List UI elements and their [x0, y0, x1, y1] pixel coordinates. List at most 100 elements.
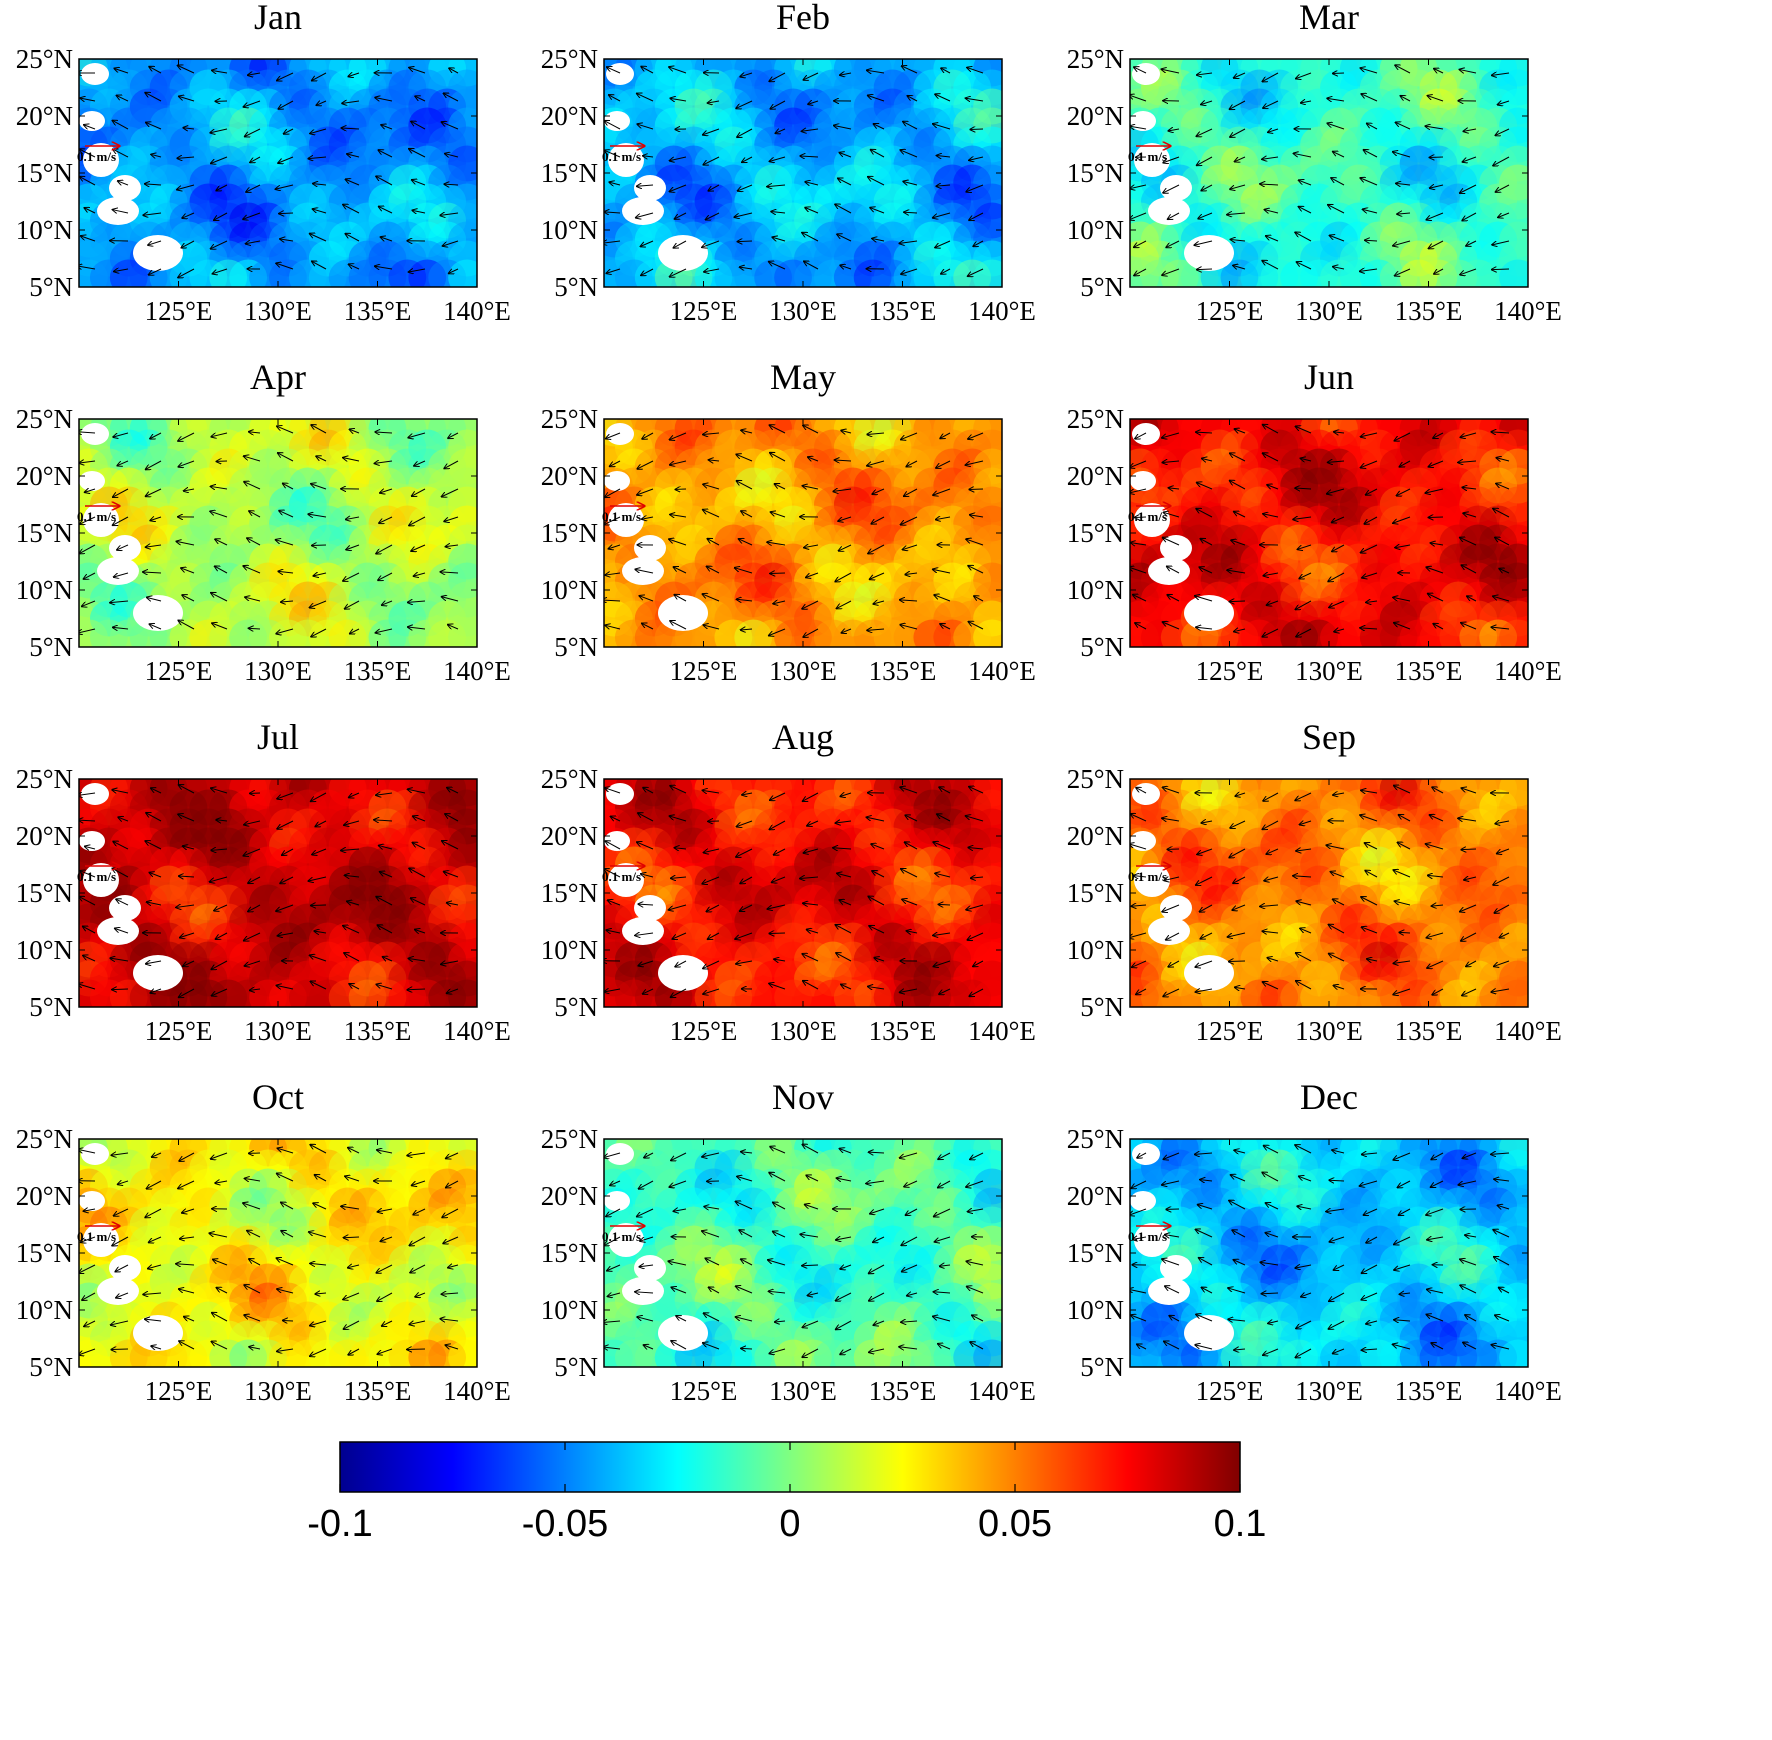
vector [1194, 240, 1213, 245]
vector [1492, 269, 1510, 270]
vector [1428, 96, 1444, 102]
y-tick-label: 5°N [29, 272, 73, 302]
panel-jul: Jul 0.1 m/s 5°N 10°N 15°N 20°N 25°N 125°E 130°E 1… [16, 717, 511, 1046]
land-mask [634, 1255, 666, 1281]
scale-label: 0.1 m/s [77, 509, 116, 524]
vector [210, 511, 228, 518]
land-mask [606, 1143, 634, 1165]
y-tick-label: 15°N [541, 1238, 598, 1268]
vector [935, 240, 951, 247]
vector [80, 177, 96, 186]
panel-title: Mar [1299, 0, 1359, 37]
y-tick-label: 10°N [1067, 935, 1124, 965]
y-tick-label: 25°N [541, 404, 598, 434]
vector [703, 433, 720, 434]
vector [770, 425, 786, 434]
land-mask [1148, 1277, 1190, 1305]
vector [1430, 157, 1444, 158]
vector [1327, 123, 1345, 130]
field-cell [448, 259, 477, 287]
vector [114, 68, 129, 74]
vector [805, 182, 819, 185]
vector [1260, 184, 1279, 185]
vector [178, 66, 195, 74]
vector [350, 628, 360, 634]
vector [143, 213, 162, 215]
y-tick-label: 25°N [16, 404, 73, 434]
vector [375, 432, 393, 433]
vector [210, 128, 228, 133]
vector [414, 573, 426, 576]
y-tick-label: 15°N [16, 518, 73, 548]
vector [84, 572, 96, 579]
x-tick-label: 125°E [1196, 296, 1264, 326]
x-tick-label: 135°E [1395, 1376, 1463, 1406]
vector [79, 432, 96, 433]
vector [112, 989, 129, 990]
vector [176, 541, 195, 546]
y-tick-label: 5°N [554, 992, 598, 1022]
y-tick-label: 25°N [1067, 404, 1124, 434]
vector [244, 100, 261, 107]
y-tick-label: 15°N [1067, 878, 1124, 908]
vector [642, 432, 654, 439]
x-tick-label: 140°E [1494, 296, 1562, 326]
vector [248, 73, 261, 75]
vector [1268, 129, 1279, 132]
vector [313, 573, 327, 576]
vector [149, 268, 162, 275]
y-tick-label: 20°N [1067, 101, 1124, 131]
vector [215, 539, 228, 546]
vector [276, 540, 294, 546]
vector [1198, 212, 1213, 219]
land-mask [81, 1143, 109, 1165]
vector [736, 100, 753, 108]
vector [670, 432, 687, 440]
land-mask [1132, 783, 1160, 805]
land-mask [1130, 471, 1156, 491]
vector [1197, 128, 1213, 136]
x-tick-label: 125°E [145, 296, 213, 326]
vector [968, 432, 984, 439]
vector [736, 454, 753, 462]
land-mask [97, 1277, 139, 1305]
land-mask [604, 111, 630, 131]
vector [113, 627, 129, 629]
scale-label: 0.1 m/s [77, 1229, 116, 1244]
anomaly-field [604, 779, 1002, 1007]
vector [117, 96, 129, 102]
panel-title: Dec [1300, 1077, 1358, 1117]
land-mask [1160, 1255, 1192, 1281]
land-mask [79, 471, 105, 491]
vector [906, 460, 918, 466]
vector [675, 212, 687, 219]
vector [937, 156, 951, 157]
x-tick-label: 125°E [1196, 1016, 1264, 1046]
panel-mar: Mar 0.1 m/s 5°N 10°N 15°N 20°N 25°N 125°E 130°E 1… [1067, 0, 1562, 326]
land-mask [622, 197, 664, 225]
vector [343, 458, 360, 461]
vector [769, 933, 786, 934]
vector [146, 545, 162, 547]
y-tick-label: 20°N [16, 821, 73, 851]
x-tick-label: 135°E [344, 1016, 412, 1046]
vector [283, 484, 294, 490]
vector [636, 212, 654, 218]
vector [316, 456, 327, 462]
scale-label: 0.1 m/s [602, 869, 641, 884]
y-tick-label: 10°N [541, 935, 598, 965]
vector [1230, 128, 1246, 137]
anomaly-field [604, 1139, 1002, 1367]
vector [313, 209, 327, 214]
y-tick-label: 20°N [16, 1181, 73, 1211]
vector [637, 185, 654, 186]
panel-title: Aug [772, 717, 834, 757]
x-tick-label: 130°E [1295, 656, 1363, 686]
vector [1397, 213, 1411, 214]
vector [703, 484, 720, 490]
x-tick-label: 135°E [1395, 1016, 1463, 1046]
vector [1360, 178, 1378, 186]
anomaly-field [1130, 59, 1528, 287]
colorbar-tick-label: 0.1 [1214, 1503, 1267, 1545]
vector [709, 460, 720, 461]
